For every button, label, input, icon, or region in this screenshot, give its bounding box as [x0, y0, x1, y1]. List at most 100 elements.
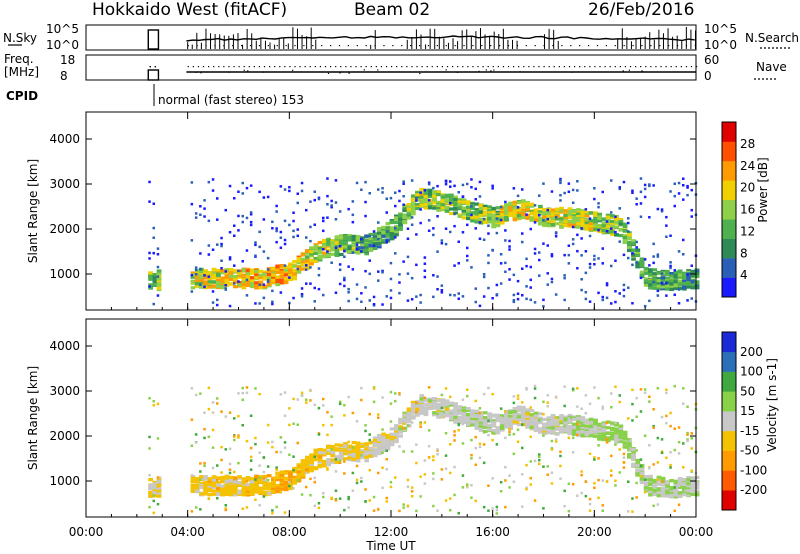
heatmap-cell [504, 479, 507, 482]
heatmap-cell [674, 428, 677, 431]
heatmap-cell [326, 434, 329, 437]
heatmap-cell [602, 423, 607, 426]
nave-outlier [490, 70, 491, 71]
heatmap-cell [225, 477, 230, 480]
heatmap-cell [258, 477, 261, 480]
nsearch-dot [330, 45, 331, 46]
heatmap-cell [191, 480, 196, 483]
heatmap-cell [428, 202, 433, 205]
heatmap-cell [580, 289, 583, 292]
heatmap-cell [691, 487, 696, 490]
heatmap-cell [513, 211, 518, 214]
heatmap-cell [508, 418, 513, 421]
heatmap-cell [614, 480, 617, 483]
heatmap-cell [508, 209, 513, 212]
heatmap-cell [589, 428, 594, 431]
heatmap-cell [284, 264, 287, 267]
heatmap-cell [398, 214, 403, 217]
heatmap-cell [432, 234, 435, 237]
heatmap-cell [547, 429, 552, 432]
heatmap-cell [225, 448, 228, 451]
heatmap-cell [534, 429, 539, 432]
nave-dot [188, 66, 189, 67]
heatmap-cell [441, 407, 444, 410]
heatmap-cell [339, 269, 342, 272]
heatmap-cell [386, 458, 389, 461]
heatmap-cell [322, 217, 325, 220]
heatmap-cell [381, 433, 386, 436]
nave-dot [538, 66, 539, 67]
heatmap-cell [407, 299, 410, 302]
heatmap-cell [195, 394, 198, 397]
heatmap-cell [475, 424, 480, 427]
heatmap-cell [475, 447, 478, 450]
heatmap-cell [386, 497, 389, 500]
heatmap-cell [148, 271, 153, 274]
heatmap-cell [318, 247, 323, 250]
nsearch-dot [481, 45, 482, 46]
heatmap-cell [589, 235, 592, 238]
heatmap-cell [491, 414, 496, 417]
heatmap-cell [652, 278, 657, 281]
heatmap-cell [352, 238, 357, 241]
beam-title: Beam 02 [354, 0, 430, 20]
heatmap-cell [635, 261, 638, 264]
heatmap-cell [356, 459, 361, 462]
heatmap-cell [330, 415, 333, 418]
heatmap-cell [602, 510, 605, 513]
heatmap-cell [610, 421, 615, 424]
heatmap-cell [415, 233, 418, 236]
heatmap-cell [292, 481, 297, 484]
heatmap-cell [436, 215, 439, 218]
heatmap-cell [555, 222, 560, 225]
heatmap-cell [271, 221, 274, 224]
heatmap-cell [652, 184, 655, 187]
nave-dot [269, 66, 270, 67]
nsearch-dot [659, 45, 660, 46]
heatmap-cell [432, 397, 437, 400]
heatmap-cell [623, 229, 628, 232]
heatmap-cell [411, 216, 414, 219]
heatmap-cell [530, 417, 535, 420]
heatmap-cell [513, 214, 518, 217]
heatmap-cell [610, 474, 613, 477]
heatmap-cell [258, 286, 263, 289]
heatmap-cell [360, 250, 363, 253]
heatmap-cell [220, 459, 223, 462]
heatmap-cell [559, 430, 564, 433]
heatmap-cell [458, 512, 461, 515]
heatmap-cell [301, 253, 306, 256]
heatmap-cell [614, 435, 619, 438]
heatmap-cell [487, 420, 490, 423]
heatmap-cell [415, 199, 418, 202]
heatmap-cell [284, 415, 287, 418]
heatmap-cell [644, 184, 647, 187]
heatmap-cell [267, 492, 272, 495]
heatmap-cell [373, 245, 376, 248]
heatmap-cell [619, 292, 622, 295]
heatmap-cell [275, 451, 278, 454]
heatmap-cell [436, 275, 439, 278]
heatmap-cell [555, 427, 560, 430]
nsearch-dot [561, 45, 562, 46]
heatmap-cell [398, 427, 403, 430]
heatmap-cell [517, 394, 520, 397]
heatmap-cell [479, 204, 484, 207]
heatmap-cell [250, 184, 253, 187]
heatmap-cell [619, 431, 622, 434]
heatmap-cell [246, 392, 249, 395]
heatmap-cell [271, 485, 276, 488]
heatmap-cell [657, 208, 660, 211]
heatmap-cell [682, 442, 685, 445]
nave-dot [239, 66, 240, 67]
heatmap-cell [547, 224, 552, 227]
heatmap-cell [686, 282, 691, 285]
heatmap-cell [390, 297, 393, 300]
heatmap-cell [665, 415, 668, 418]
heatmap-cell [483, 273, 486, 276]
heatmap-cell [534, 221, 537, 224]
heatmap-cell [652, 281, 655, 284]
heatmap-cell [292, 455, 295, 458]
nave-outlier [419, 73, 420, 74]
heatmap-cell [398, 218, 403, 221]
